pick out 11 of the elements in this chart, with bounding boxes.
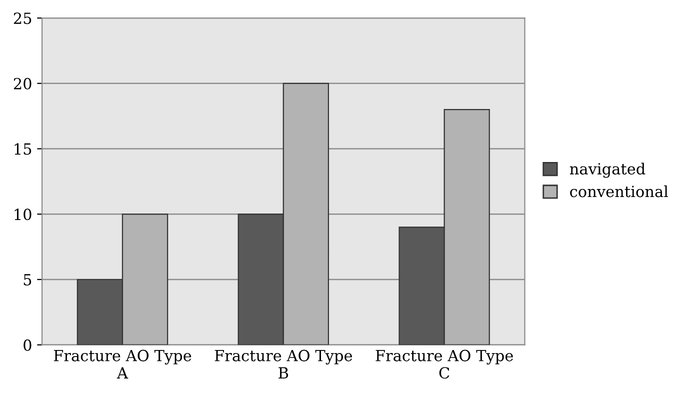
- legend-label: conventional: [570, 185, 668, 198]
- y-tick-label: 0: [24, 339, 32, 351]
- x-tick-label: Fracture AO Type A: [54, 350, 192, 378]
- y-tick-label: 5: [24, 274, 32, 286]
- y-tick-label: 20: [14, 78, 32, 90]
- y-tick-label: 10: [14, 208, 32, 220]
- y-tick-label: 15: [14, 143, 32, 155]
- y-tick-label: 25: [14, 12, 32, 24]
- legend-label: navigated: [570, 162, 646, 178]
- x-tick-label: Fracture AO Type C: [376, 350, 513, 379]
- x-tick-label: Fracture AO Type B: [214, 350, 352, 378]
